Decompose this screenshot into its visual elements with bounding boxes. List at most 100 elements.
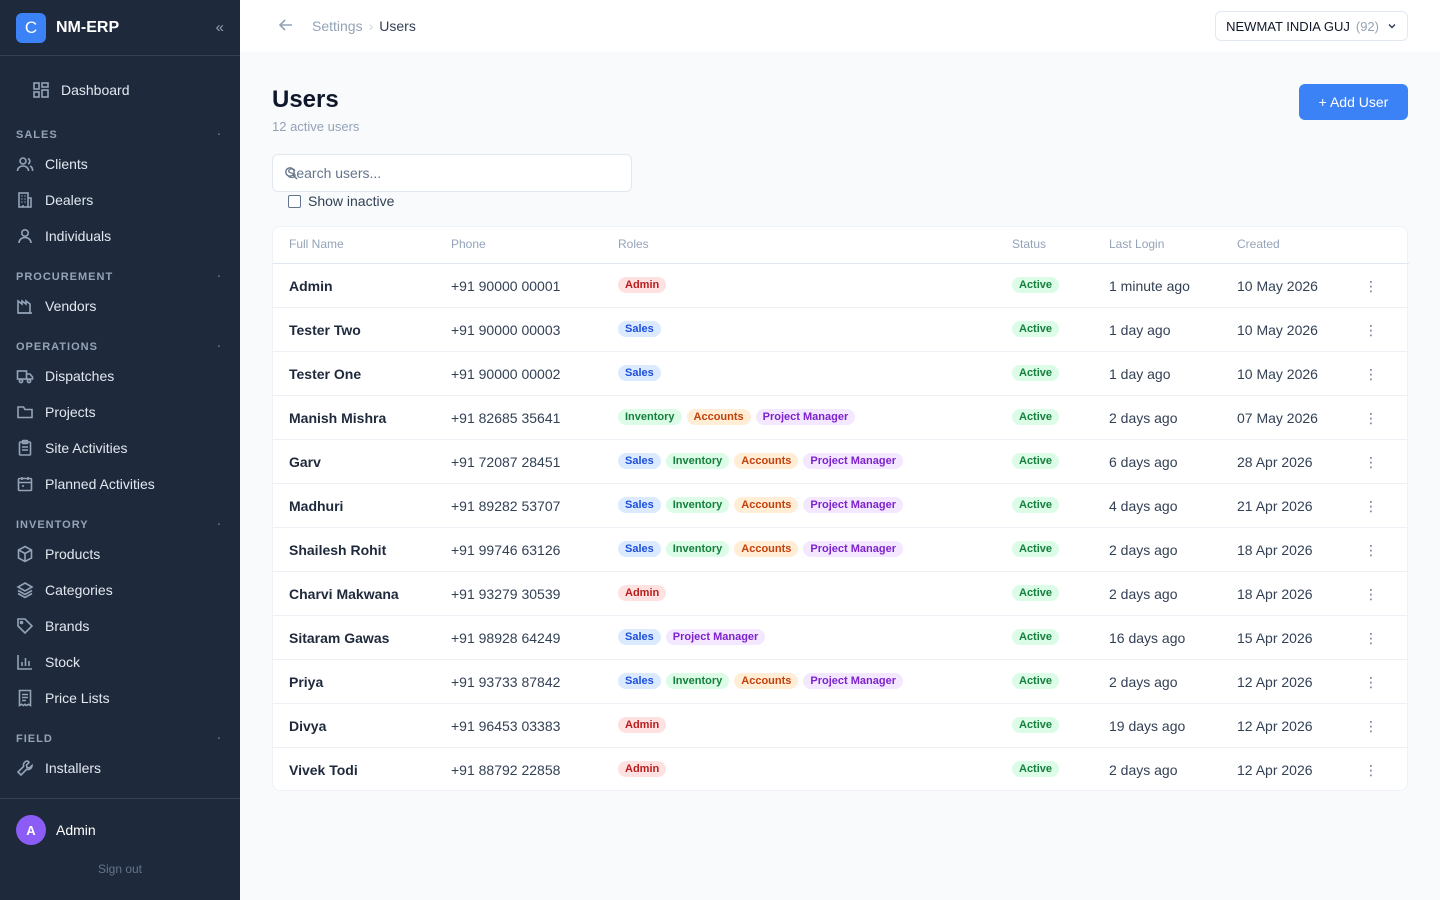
sidebar-footer: A Admin Sign out [0,798,240,900]
sidebar-item-individuals[interactable]: Individuals [16,220,224,252]
cell-last-login: 16 days ago [1109,630,1186,646]
cell-created: 10 May 2026 [1237,322,1318,338]
status-badge: Active [1012,629,1060,645]
current-user-name: Admin [56,822,96,838]
sidebar-item-categories[interactable]: Categories [16,574,224,606]
cell-phone: +91 72087 28451 [451,454,561,470]
table-row[interactable]: Divya +91 96453 03383 Admin Active 19 days a… [273,704,1409,748]
sidebar-item-dealers[interactable]: Dealers [16,184,224,216]
sidebar-item-clients[interactable]: Clients [16,148,224,180]
sidebar-item-planned-activities[interactable]: Planned Activities [16,468,224,500]
sidebar-item-price-lists[interactable]: Price Lists [16,682,224,714]
back-arrow-icon[interactable] [278,17,294,38]
sidebar-item-brands[interactable]: Brands [16,610,224,642]
search-input[interactable] [287,163,617,183]
row-menu-icon[interactable]: ⋮ [1364,586,1378,602]
role-badge: Sales [618,629,661,645]
table-row[interactable]: Vivek Todi +91 88792 22858 Admin Active 2 da… [273,748,1409,792]
table-row[interactable]: Manish Mishra +91 82685 35641 Inventory Acc… [273,396,1409,440]
section-inventory[interactable]: INVENTORY · [16,519,224,531]
search-box [272,154,632,192]
status-badge: Active [1012,497,1060,513]
cell-full-name: Priya [289,674,324,690]
table-row[interactable]: Sitaram Gawas +91 98928 64249 Sales Project… [273,616,1409,660]
cell-roles: Sales Inventory Accounts Project Manager [618,497,903,513]
header-full-name[interactable]: Full Name [289,237,344,251]
section-title: SALES [16,129,58,141]
status-badge: Active [1012,409,1060,425]
sidebar-item-stock[interactable]: Stock [16,646,224,678]
table-row[interactable]: Garv +91 72087 28451 Sales Inventory Account… [273,440,1409,484]
header-created[interactable]: Created [1237,237,1280,251]
row-menu-icon[interactable]: ⋮ [1364,674,1378,690]
table-row[interactable]: Tester Two +91 90000 00003 Sales Active 1 da… [273,308,1409,352]
row-menu-icon[interactable]: ⋮ [1364,454,1378,470]
sidebar-item-label: Stock [45,654,81,670]
cell-created: 18 Apr 2026 [1237,542,1313,558]
sidebar-item-site-activities[interactable]: Site Activities [16,432,224,464]
cell-roles: Sales [618,321,661,337]
company-count: (92) [1355,18,1379,34]
section-sales[interactable]: SALES · [16,129,224,141]
sidebar-item-installers[interactable]: Installers [16,752,224,784]
row-menu-icon[interactable]: ⋮ [1364,410,1378,426]
sign-out-link[interactable]: Sign out [97,862,143,876]
sidebar-item-label: Site Activities [45,440,128,456]
table-row[interactable]: Shailesh Rohit +91 99746 63126 Sales Invent… [273,528,1409,572]
sidebar-item-dashboard[interactable]: Dashboard [32,74,224,106]
cell-phone: +91 93279 30539 [451,586,561,602]
cell-created: 12 Apr 2026 [1237,718,1313,734]
row-menu-icon[interactable]: ⋮ [1364,762,1378,778]
cell-created: 28 Apr 2026 [1237,454,1313,470]
section-procurement[interactable]: PROCUREMENT · [16,271,224,283]
table-row[interactable]: Tester One +91 90000 00002 Sales Active 1 da… [273,352,1409,396]
breadcrumb: Settings › Users [312,18,416,34]
table-row[interactable]: Priya +91 93733 87842 Sales Inventory Accoun… [273,660,1409,704]
row-menu-icon[interactable]: ⋮ [1364,542,1378,558]
row-menu-icon[interactable]: ⋮ [1364,498,1378,514]
cell-full-name: Divya [289,718,327,734]
company-selector[interactable]: NEWMAT INDIA GUJ (92) [1215,11,1408,41]
header-roles[interactable]: Roles [618,237,649,251]
sidebar-item-products[interactable]: Products [16,538,224,570]
wrench-icon [16,760,33,777]
role-badge: Inventory [665,453,730,469]
table-row[interactable]: Admin +91 90000 00001 Admin Active 1 minute … [273,264,1409,308]
breadcrumb-current: Users [379,18,416,34]
header-phone[interactable]: Phone [451,237,486,251]
sidebar-item-label: Products [45,546,101,562]
cell-phone: +91 82685 35641 [451,410,561,426]
row-menu-icon[interactable]: ⋮ [1364,278,1378,294]
cell-created: 10 May 2026 [1237,278,1318,294]
breadcrumb-settings[interactable]: Settings [312,18,363,34]
section-operations[interactable]: OPERATIONS · [16,341,224,353]
row-menu-icon[interactable]: ⋮ [1364,630,1378,646]
collapse-sidebar-icon[interactable]: « [215,19,224,36]
sidebar-item-label: Brands [45,618,90,634]
show-inactive-checkbox[interactable] [288,194,301,208]
role-badge: Accounts [686,409,751,425]
cell-roles: Sales Inventory Accounts Project Manager [618,541,903,557]
sidebar-item-vendors[interactable]: Vendors [16,290,224,322]
row-menu-icon[interactable]: ⋮ [1364,322,1378,338]
table-row[interactable]: Charvi Makwana +91 93279 30539 Admin Active… [273,572,1409,616]
section-field[interactable]: FIELD · [16,733,224,745]
table-row[interactable]: Madhuri +91 89282 53707 Sales Inventory Acco… [273,484,1409,528]
breadcrumb-separator-icon: › [368,18,374,34]
collapse-dot-icon: · [217,519,222,531]
sidebar-item-projects[interactable]: Projects [16,396,224,428]
cell-full-name: Madhuri [289,498,344,514]
sidebar-item-dispatches[interactable]: Dispatches [16,360,224,392]
row-menu-icon[interactable]: ⋮ [1364,718,1378,734]
role-badge: Sales [618,321,661,337]
row-menu-icon[interactable]: ⋮ [1364,366,1378,382]
avatar[interactable]: A [16,815,46,845]
role-badge: Project Manager [755,409,856,425]
sidebar-item-label: Dispatches [45,368,115,384]
role-badge: Sales [618,453,661,469]
show-inactive-toggle[interactable]: Show inactive [288,193,394,209]
sidebar-item-label: Installers [45,760,102,776]
header-status[interactable]: Status [1012,237,1047,251]
header-last-login[interactable]: Last Login [1109,237,1165,251]
add-user-button[interactable]: + Add User [1299,84,1408,120]
